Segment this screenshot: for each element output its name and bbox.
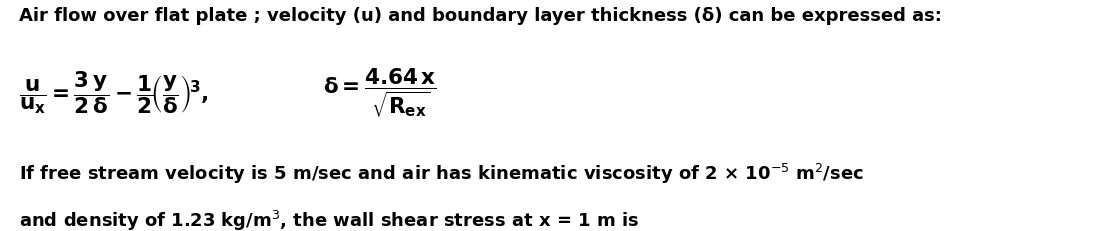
Text: and density of 1.23 kg/m$^{3}$, the wall shear stress at x = 1 m is: and density of 1.23 kg/m$^{3}$, the wall…: [19, 208, 638, 231]
Text: Air flow over flat plate ; velocity (u) and boundary layer thickness (δ) can be : Air flow over flat plate ; velocity (u) …: [19, 7, 942, 25]
Text: $\mathbf{\dfrac{u}{u_x} = \dfrac{3\,y}{2\,\delta} - \dfrac{1}{2}\!\left(\dfrac{y: $\mathbf{\dfrac{u}{u_x} = \dfrac{3\,y}{2…: [19, 69, 208, 116]
Text: If free stream velocity is 5 m/sec and air has kinematic viscosity of 2 × 10$^{-: If free stream velocity is 5 m/sec and a…: [19, 162, 863, 186]
Text: $\mathbf{\delta = \dfrac{4.64\,x}{\sqrt{R_{ex}}}}$: $\mathbf{\delta = \dfrac{4.64\,x}{\sqrt{…: [323, 66, 437, 119]
